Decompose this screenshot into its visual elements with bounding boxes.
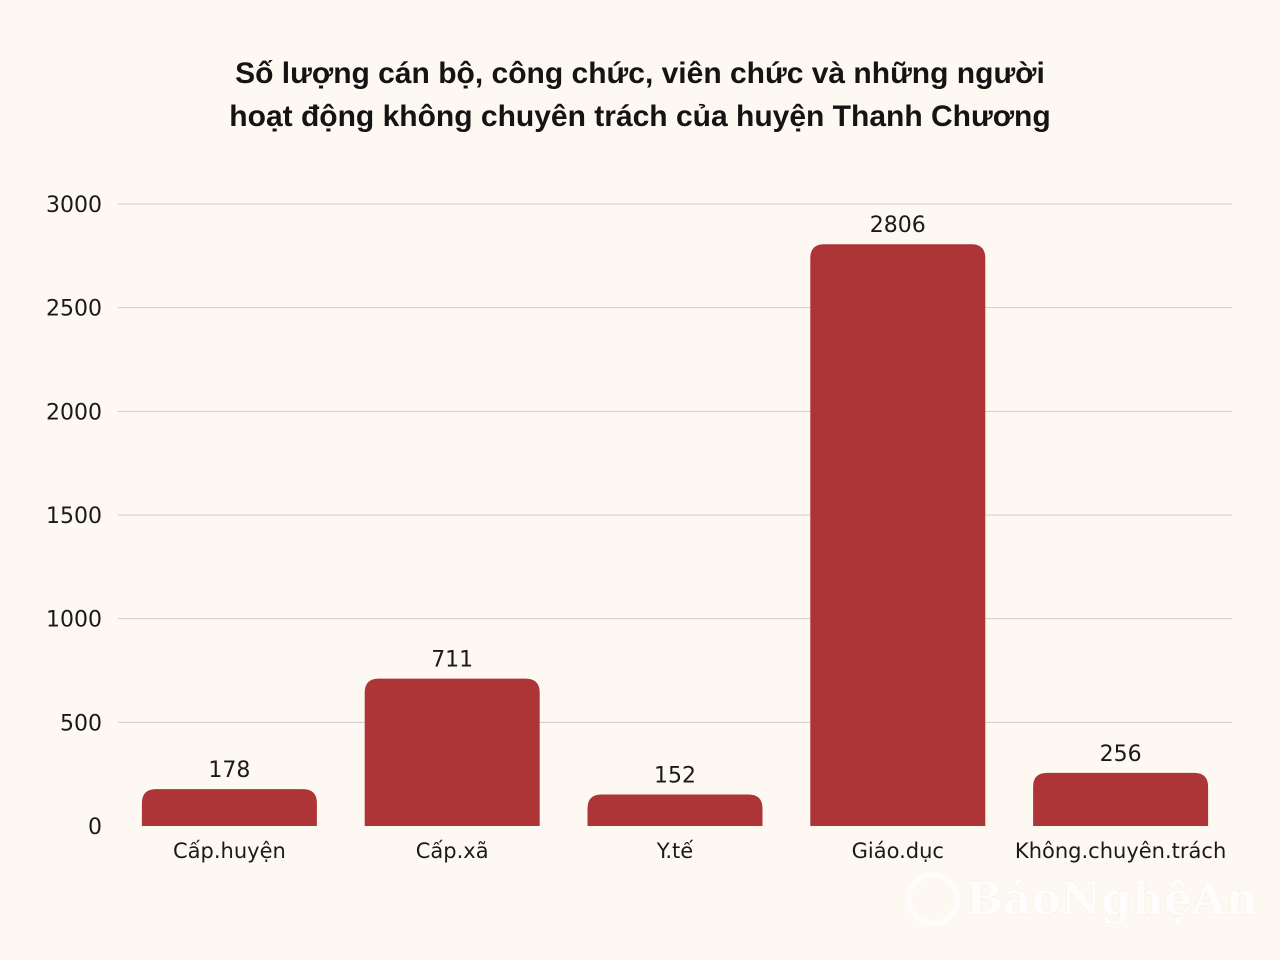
y-tick-label: 1500 [46, 504, 102, 529]
data-label: 178 [208, 758, 250, 783]
watermark: BáoNghệAn [905, 872, 1258, 926]
chart-title: Số lượng cán bộ, công chức, viên chức và… [0, 52, 1280, 138]
y-tick-label: 0 [88, 815, 102, 840]
data-label: 256 [1100, 742, 1142, 767]
watermark-text: BáoNghệAn [965, 873, 1258, 925]
bar [1033, 772, 1209, 826]
data-label: 2806 [870, 213, 926, 238]
data-label: 152 [654, 763, 696, 788]
x-tick-label: Cấp.huyện [173, 839, 286, 863]
bar [141, 789, 317, 826]
y-tick-label: 1000 [46, 608, 102, 633]
logo-icon [905, 872, 960, 926]
x-axis-ticks: Cấp.huyện Cấp.xã Y.tế Giáo.dục Không.chuyên.… [173, 839, 1226, 863]
data-labels: 178 711 152 2806 256 [208, 213, 1141, 788]
gridlines [118, 203, 1232, 723]
y-tick-label: 3000 [46, 193, 102, 218]
chart-title-line1: Số lượng cán bộ, công chức, viên chức và… [235, 57, 1045, 90]
bar [810, 244, 986, 827]
data-label: 711 [431, 648, 473, 673]
x-tick-label: Giáo.dục [852, 839, 944, 863]
y-tick-label: 2000 [46, 400, 102, 425]
y-axis-ticks: 0 500 1000 1500 2000 2500 3000 [46, 193, 102, 840]
bar [587, 794, 763, 826]
x-tick-label: Y.tế [656, 839, 693, 863]
x-tick-label: Cấp.xã [416, 839, 489, 863]
x-tick-label: Không.chuyên.trách [1015, 839, 1226, 863]
y-tick-label: 500 [60, 711, 102, 736]
y-tick-label: 2500 [46, 297, 102, 322]
bar [364, 678, 540, 826]
chart-title-line2: hoạt động không chuyên trách của huyện T… [229, 100, 1051, 133]
bars [141, 244, 1209, 827]
